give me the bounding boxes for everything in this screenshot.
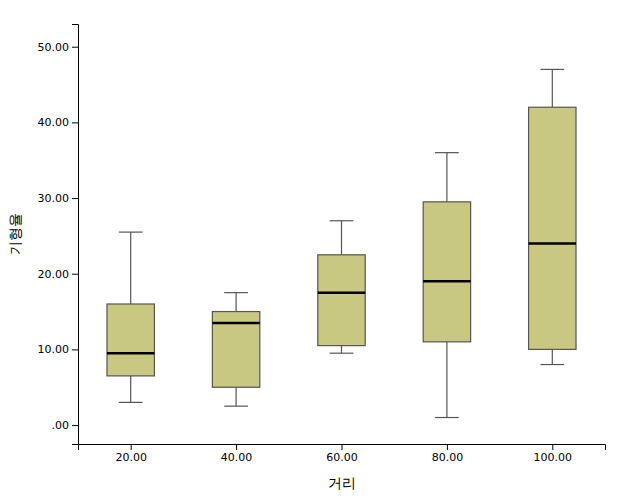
y-axis-title: 기형율	[7, 213, 23, 255]
x-tick: 60.00	[326, 444, 358, 464]
x-tick: 80.00	[432, 444, 464, 464]
cap-high	[540, 69, 564, 70]
x-tick-mark	[131, 444, 132, 450]
x-tick-mark	[342, 444, 343, 450]
whisker-high	[446, 153, 447, 202]
whisker-low	[446, 342, 447, 418]
whisker-low	[236, 387, 237, 406]
y-tick: 50.00	[38, 41, 79, 54]
x-tick-mark	[552, 444, 553, 450]
chart: 20.00 40.00 60.00 80.00 100.00 .00 10.00 20.00 3…	[0, 0, 629, 504]
y-tick: 40.00	[38, 116, 79, 129]
y-tick-mark	[72, 122, 78, 123]
whisker-high	[236, 293, 237, 312]
y-tick-mark	[72, 425, 78, 426]
median	[318, 291, 365, 294]
cap-low	[435, 417, 459, 418]
box	[318, 255, 365, 346]
y-tick-mark	[72, 274, 78, 275]
whisker-low	[341, 346, 342, 354]
x-tick-mark	[236, 444, 237, 450]
x-tick-label: 100.00	[534, 451, 573, 464]
whisker-low	[130, 376, 131, 402]
box	[529, 107, 576, 349]
y-tick: 10.00	[38, 343, 79, 356]
whisker-high	[552, 69, 553, 107]
x-axis-line	[79, 445, 606, 451]
cap-low	[330, 353, 354, 354]
y-tick-label: 10.00	[38, 343, 70, 356]
whisker-low	[552, 349, 553, 364]
x-tick-mark	[447, 444, 448, 450]
y-tick-label: 50.00	[38, 41, 70, 54]
y-axis-line	[72, 25, 79, 445]
median	[529, 242, 576, 245]
y-tick-label: .00	[52, 419, 70, 432]
y-axis: .00 10.00 20.00 30.00 40.00 50.00	[38, 25, 79, 445]
cap-high	[224, 292, 248, 293]
box-group	[107, 232, 154, 402]
x-axis: 20.00 40.00 60.00 80.00 100.00	[79, 444, 606, 464]
whisker-high	[341, 221, 342, 255]
boxes	[107, 69, 576, 417]
cap-low	[540, 364, 564, 365]
median	[212, 322, 259, 325]
box	[423, 202, 470, 342]
cap-high	[330, 220, 354, 221]
y-tick-label: 30.00	[38, 192, 70, 205]
y-tick-label: 40.00	[38, 116, 70, 129]
cap-high	[119, 232, 143, 233]
median	[423, 280, 470, 283]
cap-low	[119, 402, 143, 403]
y-tick-mark	[72, 47, 78, 48]
x-axis-title: 거리	[328, 475, 356, 491]
y-tick-label: 20.00	[38, 268, 70, 281]
y-tick: .00	[52, 419, 79, 432]
x-tick-label: 60.00	[326, 451, 358, 464]
y-tick-mark	[72, 198, 78, 199]
median	[107, 352, 154, 355]
x-tick-label: 80.00	[432, 451, 464, 464]
y-tick: 20.00	[38, 268, 79, 281]
x-tick-label: 40.00	[221, 451, 253, 464]
x-tick: 40.00	[221, 444, 253, 464]
box-group	[529, 69, 576, 364]
x-tick: 100.00	[534, 444, 573, 464]
y-tick-mark	[72, 349, 78, 350]
box	[212, 312, 259, 388]
whisker-high	[130, 232, 131, 304]
cap-high	[435, 152, 459, 153]
x-tick-label: 20.00	[115, 451, 147, 464]
x-tick: 20.00	[115, 444, 147, 464]
box-group	[318, 221, 365, 353]
box-group	[212, 293, 259, 407]
y-tick: 30.00	[38, 192, 79, 205]
plot: 20.00 40.00 60.00 80.00 100.00 .00 10.00 20.00 3…	[38, 25, 606, 464]
cap-low	[224, 406, 248, 407]
box	[107, 304, 154, 376]
box-group	[423, 153, 470, 418]
